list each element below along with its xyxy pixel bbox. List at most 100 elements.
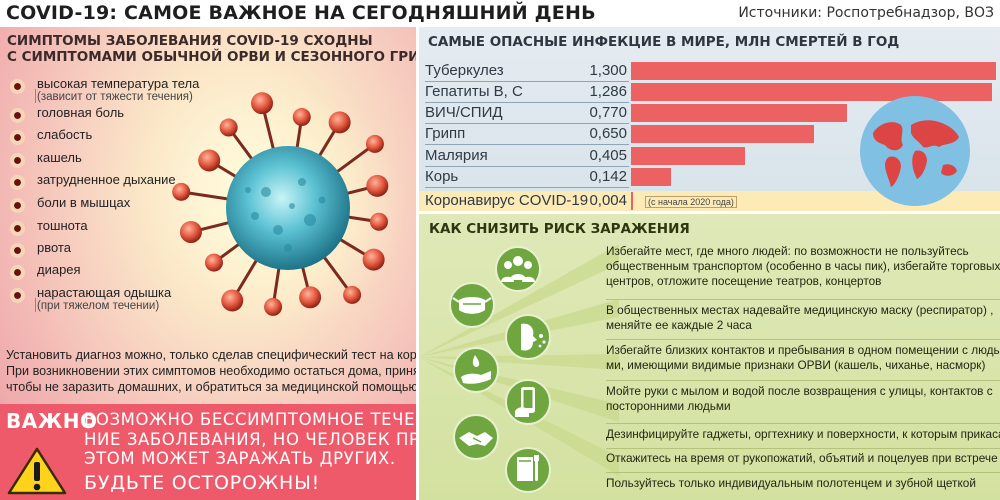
- handshake-icon: [453, 414, 499, 460]
- prevention-line: В общественных местах надевайте медицинс…: [606, 303, 994, 317]
- important-label: ВАЖНО: [6, 409, 98, 433]
- infection-bar: [631, 62, 996, 80]
- covid-row: Коронавирус COVID-19 0,004 (с начала 202…: [419, 191, 1000, 211]
- coronavirus-illustration: [170, 90, 406, 326]
- row-divider: [606, 423, 1000, 424]
- symptom-label: диарея: [37, 262, 81, 277]
- diagnosis-line: Установить диагноз можно, только сделав …: [6, 348, 416, 362]
- row-divider: [425, 123, 629, 124]
- bullet-icon: [10, 153, 25, 168]
- bullet-icon: [10, 221, 25, 236]
- important-line: ВОЗМОЖНО БЕССИМПТОМНОЕ ТЕЧЕ-: [84, 410, 416, 429]
- infection-row: Туберкулез 1,300: [419, 61, 1000, 82]
- prevention-text: Откажитесь на время от рукопожатий, объя…: [606, 451, 1000, 466]
- virus-spike-head: [343, 285, 362, 304]
- diagnosis-line: чтобы не заразить домашних, и обратиться…: [6, 380, 416, 394]
- virus-spike-head: [198, 149, 221, 172]
- virus-spike-head: [204, 253, 223, 272]
- symptom-label: слабость: [37, 127, 93, 142]
- prevention-heading: КАК СНИЗИТЬ РИСК ЗАРАЖЕНИЯ: [429, 221, 690, 237]
- towel-icon: [505, 447, 551, 493]
- infection-value: 0,405: [589, 147, 627, 164]
- prevention-line: Дезинфицируйте гаджеты, оргтехнику и пов…: [606, 427, 1000, 441]
- row-divider: [425, 102, 629, 103]
- symptom-label: рвота: [37, 240, 71, 255]
- important-text: ВОЗМОЖНО БЕССИМПТОМНОЕ ТЕЧЕ- НИЕ ЗАБОЛЕВ…: [84, 410, 416, 469]
- prevention-line: Избегайте близких контактов и пребывания…: [606, 343, 1000, 357]
- prevention-item: Избегайте мест, где много людей: по возм…: [606, 244, 1000, 289]
- prevention-text: Мойте руки с мылом и водой после возвращ…: [606, 384, 1000, 414]
- prevention-text: Дезинфицируйте гаджеты, оргтехнику и пов…: [606, 427, 1000, 442]
- infection-bar: [631, 83, 993, 101]
- symptom-label: затрудненное дыхание: [37, 172, 176, 187]
- prevention-line: общественным транспортом (особенно в час…: [606, 259, 1000, 273]
- symptoms-heading-line2: С СИМПТОМАМИ ОБЫЧНОЙ ОРВИ И СЕЗОННОГО ГР…: [7, 49, 416, 65]
- handwash-icon: [453, 347, 499, 393]
- be-careful-text: БУДЬТЕ ОСТОРОЖНЫ!: [84, 472, 321, 494]
- covid-note: (с начала 2020 года): [645, 196, 737, 208]
- infection-row: Корь 0,142: [419, 167, 1000, 188]
- infections-heading: САМЫЕ ОПАСНЫЕ ИНФЕКЦИЕ В МИРЕ, МЛН СМЕРТ…: [428, 34, 900, 50]
- bullet-icon: [10, 130, 25, 145]
- symptom-label: нарастающая одышка: [37, 285, 172, 300]
- prevention-line: Избегайте мест, где много людей: по возм…: [606, 244, 969, 258]
- row-divider: [606, 380, 1000, 381]
- prevention-panel: КАК СНИЗИТЬ РИСК ЗАРАЖЕНИЯ Избегайте мес…: [419, 214, 1000, 500]
- prevention-item: Откажитесь на время от рукопожатий, объя…: [606, 451, 1000, 466]
- symptom-item: боли в мышцах: [8, 195, 228, 217]
- diagnosis-note: Установить диагноз можно, только сделав …: [6, 347, 416, 395]
- symptom-label: боли в мышцах: [37, 195, 131, 210]
- infection-row: Малярия 0,405: [419, 146, 1000, 167]
- bullet-icon: [10, 265, 25, 280]
- infection-bar: [631, 168, 671, 186]
- row-divider: [606, 472, 1000, 473]
- prevention-line: Пользуйтесь только индивидуальным полоте…: [606, 476, 976, 490]
- prevention-text: Избегайте мест, где много людей: по возм…: [606, 244, 1000, 289]
- prevention-text: В общественных местах надевайте медицинс…: [606, 303, 1000, 333]
- symptoms-heading: СИМПТОМЫ ЗАБОЛЕВАНИЯ COVID-19 СХОДНЫ С С…: [7, 33, 416, 65]
- note-marker: [35, 89, 36, 103]
- cough-icon: [505, 314, 551, 360]
- prevention-item: Мойте руки с мылом и водой после возвращ…: [606, 384, 1000, 414]
- symptom-label: кашель: [37, 150, 82, 165]
- infection-bar: [631, 192, 633, 210]
- row-divider: [606, 339, 1000, 340]
- infection-name: Коронавирус COVID-19: [425, 192, 589, 209]
- symptom-label: головная боль: [37, 105, 125, 120]
- prevention-line: ми, имеющими видимые признаки ОРВИ (каше…: [606, 358, 986, 372]
- prevention-item: В общественных местах надевайте медицинс…: [606, 303, 1000, 333]
- mask-icon: [449, 282, 495, 328]
- prevention-line: Мойте руки с мылом и водой после возвращ…: [606, 384, 993, 398]
- globe-icon: [860, 96, 970, 206]
- symptom-item: головная боль: [8, 105, 228, 127]
- symptoms-heading-line1: СИМПТОМЫ ЗАБОЛЕВАНИЯ COVID-19 СХОДНЫ: [7, 33, 373, 49]
- prevention-line: центров, отложите посещение театров, кон…: [606, 274, 882, 288]
- prevention-text: Избегайте близких контактов и пребывания…: [606, 343, 1000, 373]
- note-marker: [35, 298, 36, 312]
- row-divider: [425, 187, 629, 188]
- important-line: НИЕ ЗАБОЛЕВАНИЯ, НО ЧЕЛОВЕК ПРИ: [84, 429, 416, 449]
- infection-bar: [631, 125, 814, 143]
- important-line: ЭТОМ МОЖЕТ ЗАРАЖАТЬ ДРУГИХ.: [84, 449, 396, 468]
- infection-value: 0,004: [589, 192, 627, 209]
- symptoms-panel: СИМПТОМЫ ЗАБОЛЕВАНИЯ COVID-19 СХОДНЫ С С…: [0, 27, 416, 500]
- crowd-icon: [495, 246, 541, 292]
- symptom-note: (зависит от тяжести течения): [37, 91, 193, 103]
- symptom-item: диарея: [8, 262, 228, 284]
- infection-value: 0,142: [589, 168, 627, 185]
- symptom-note: (при тяжелом течении): [37, 300, 160, 312]
- warning-icon: [7, 447, 67, 495]
- symptom-item: слабость: [8, 127, 228, 149]
- infection-name: Малярия: [425, 147, 488, 164]
- bullet-icon: [10, 198, 25, 213]
- important-box: ВАЖНО ВОЗМОЖНО БЕССИМПТОМНОЕ ТЕЧЕ- НИЕ З…: [0, 404, 416, 500]
- bullet-icon: [10, 79, 25, 94]
- bullet-icon: [10, 243, 25, 258]
- virus-spike-head: [365, 134, 384, 153]
- symptom-label: тошнота: [37, 218, 88, 233]
- infection-name: Корь: [425, 168, 459, 185]
- row-divider: [425, 166, 629, 167]
- infection-value: 1,286: [589, 83, 627, 100]
- symptom-item: нарастающая одышка (при тяжелом течении): [8, 285, 228, 312]
- virus-spike-head: [366, 174, 389, 197]
